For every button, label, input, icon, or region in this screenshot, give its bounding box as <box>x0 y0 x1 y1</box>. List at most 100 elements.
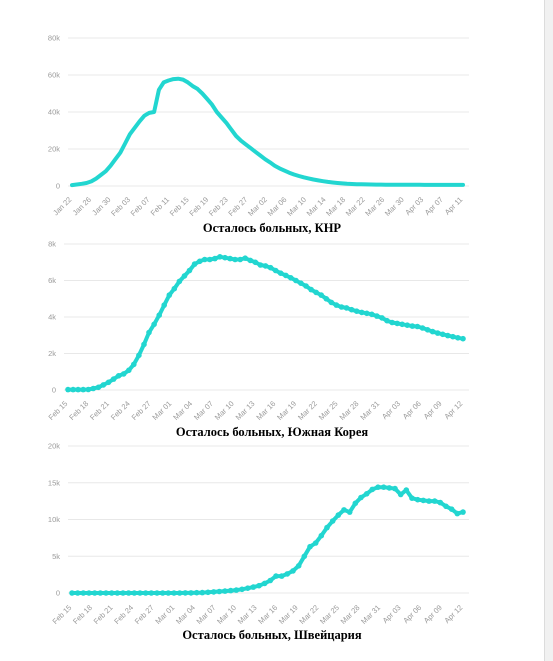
x-tick-label: Mar 07 <box>195 603 218 626</box>
data-point <box>222 254 228 261</box>
y-tick-label: 10k <box>48 515 60 524</box>
data-point <box>131 590 138 596</box>
y-tick-label: 2k <box>48 349 56 358</box>
x-tick-label: Apr 06 <box>401 603 423 625</box>
data-point <box>74 590 81 596</box>
data-point <box>277 270 284 276</box>
data-point <box>70 386 76 393</box>
data-point <box>205 589 211 596</box>
x-tick-label: Mar 22 <box>344 195 367 218</box>
data-point <box>165 590 172 596</box>
data-point <box>171 285 178 292</box>
x-tick-label: Feb 15 <box>51 603 74 626</box>
data-point <box>448 506 455 512</box>
series-line-switzerland <box>70 485 465 595</box>
y-tick-label: 0 <box>52 386 56 395</box>
data-point <box>318 532 325 539</box>
data-point <box>283 272 289 279</box>
chart-korea: 0 2k 4k 6k 8k Feb 15 Feb 18 Feb 21 Feb 24 Feb 27 M… <box>0 232 544 432</box>
data-point <box>86 590 92 596</box>
x-tick-label: Apr 07 <box>423 195 445 217</box>
data-point <box>308 286 314 293</box>
data-point <box>156 312 162 318</box>
data-point <box>125 590 132 596</box>
data-point <box>85 386 92 393</box>
data-point <box>341 507 347 513</box>
window-scrollbar[interactable] <box>544 0 553 661</box>
data-point <box>403 487 410 493</box>
data-point <box>290 568 296 574</box>
data-point <box>375 484 381 490</box>
data-point <box>239 586 245 593</box>
x-tick-label: Apr 09 <box>422 603 444 625</box>
data-point <box>161 302 167 308</box>
y-tick-label: 4k <box>48 313 56 322</box>
x-tick-label: Apr 06 <box>401 399 423 421</box>
chart-china-title: Осталось больных, КНР <box>202 221 342 235</box>
data-point <box>338 304 345 310</box>
data-point <box>445 332 451 339</box>
data-point <box>392 485 398 492</box>
data-point <box>114 590 121 596</box>
data-point <box>188 590 194 596</box>
data-point <box>262 263 269 269</box>
x-tick-label: Jan 26 <box>71 195 93 217</box>
data-point <box>295 563 302 569</box>
data-point <box>267 264 274 271</box>
x-tick-label: Mar 10 <box>215 603 238 626</box>
y-tick-label: 20k <box>48 442 60 451</box>
data-point <box>256 582 262 589</box>
data-point <box>210 589 217 595</box>
data-point <box>80 386 86 393</box>
data-point <box>126 367 132 374</box>
x-tick-label: Mar 10 <box>213 399 236 422</box>
x-tick-label: Apr 03 <box>380 399 402 421</box>
data-point <box>222 588 228 594</box>
data-point <box>439 331 446 338</box>
data-point <box>272 267 279 274</box>
data-point <box>148 590 155 596</box>
data-point <box>90 385 97 392</box>
data-point <box>250 584 257 590</box>
y-tick-label: 5k <box>52 552 60 561</box>
data-point <box>399 321 406 328</box>
data-point <box>110 376 117 382</box>
data-point <box>261 580 268 587</box>
y-tick-label: 80k <box>48 34 60 43</box>
data-point <box>384 317 390 324</box>
data-point <box>414 496 421 503</box>
data-point <box>201 256 208 263</box>
data-point <box>237 256 243 263</box>
x-tick-label: Feb 23 <box>207 195 230 218</box>
y-tick-label: 6k <box>48 276 56 285</box>
data-point <box>409 323 416 329</box>
data-point <box>434 330 441 336</box>
data-point <box>212 255 218 262</box>
data-point <box>343 305 350 311</box>
x-tick-label: Mar 25 <box>318 603 341 626</box>
data-point <box>233 587 240 593</box>
data-point <box>120 371 127 377</box>
data-point <box>137 590 143 596</box>
data-point <box>108 590 115 596</box>
x-tick-label: Mar 16 <box>254 399 277 422</box>
data-point <box>389 319 395 326</box>
data-point <box>380 484 387 490</box>
data-point <box>420 497 427 504</box>
data-point <box>227 255 233 262</box>
x-tick-label: Apr 09 <box>422 399 444 421</box>
x-tick-label: Feb 27 <box>133 603 156 626</box>
data-point <box>386 485 393 491</box>
data-point <box>323 296 330 302</box>
x-tick-label: Feb 18 <box>67 399 90 422</box>
data-point <box>374 313 380 319</box>
data-point <box>95 384 102 391</box>
x-tick-label: Mar 13 <box>234 399 257 422</box>
data-point <box>284 571 291 577</box>
data-point <box>426 498 432 504</box>
data-point <box>176 590 183 596</box>
data-point <box>409 495 415 501</box>
data-point <box>335 512 342 518</box>
